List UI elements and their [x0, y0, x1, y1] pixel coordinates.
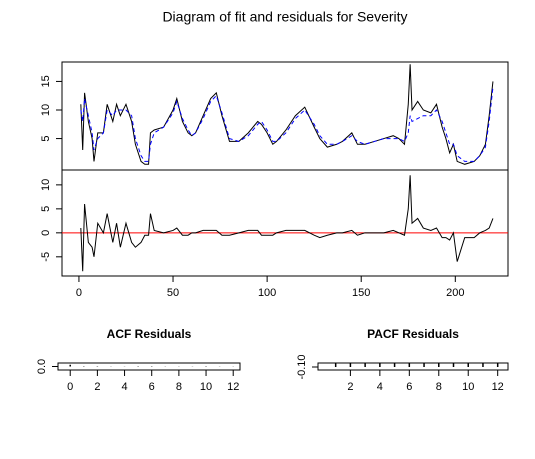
y-tick-label: -0.10: [296, 354, 308, 379]
x-tick-label: 8: [176, 381, 182, 393]
plot-frame: [61, 169, 509, 277]
plot-frame: [317, 362, 509, 371]
x-tick-label: 150: [352, 287, 370, 299]
x-tick-label: 0: [67, 381, 73, 393]
x-tick-label: 50: [167, 287, 179, 299]
x-tick-label: 200: [446, 287, 464, 299]
x-tick-label: 12: [227, 381, 239, 393]
panel-title: ACF Residuals: [107, 327, 192, 341]
y-tick-label: 15: [40, 75, 52, 87]
x-tick-label: 10: [200, 381, 212, 393]
series-line: [80, 175, 494, 272]
x-tick-label: 0: [76, 287, 82, 299]
figure-title: Diagram of fit and residuals for Severit…: [162, 9, 407, 25]
x-tick-label: 100: [258, 287, 276, 299]
x-tick-label: 6: [149, 381, 155, 393]
y-tick-label: 0: [40, 230, 52, 236]
panel-title: PACF Residuals: [367, 327, 459, 341]
x-tick-label: 2: [94, 381, 100, 393]
x-tick-label: 8: [436, 381, 442, 393]
series-line: [80, 64, 494, 165]
x-tick-label: 4: [377, 381, 383, 393]
y-tick-label: 10: [40, 179, 52, 191]
x-tick-label: 2: [347, 381, 353, 393]
y-tick-label: 5: [40, 206, 52, 212]
x-tick-label: 10: [462, 381, 474, 393]
y-tick-label: 5: [40, 136, 52, 142]
y-tick-label: 0.0: [36, 359, 48, 374]
x-tick-label: 12: [492, 381, 504, 393]
y-tick-label: -5: [40, 252, 52, 262]
y-tick-label: 10: [40, 104, 52, 116]
series-line: [80, 87, 494, 162]
plot-frame: [61, 61, 509, 171]
x-tick-label: 4: [121, 381, 127, 393]
x-tick-label: 6: [406, 381, 412, 393]
plot-frame: [57, 362, 241, 371]
